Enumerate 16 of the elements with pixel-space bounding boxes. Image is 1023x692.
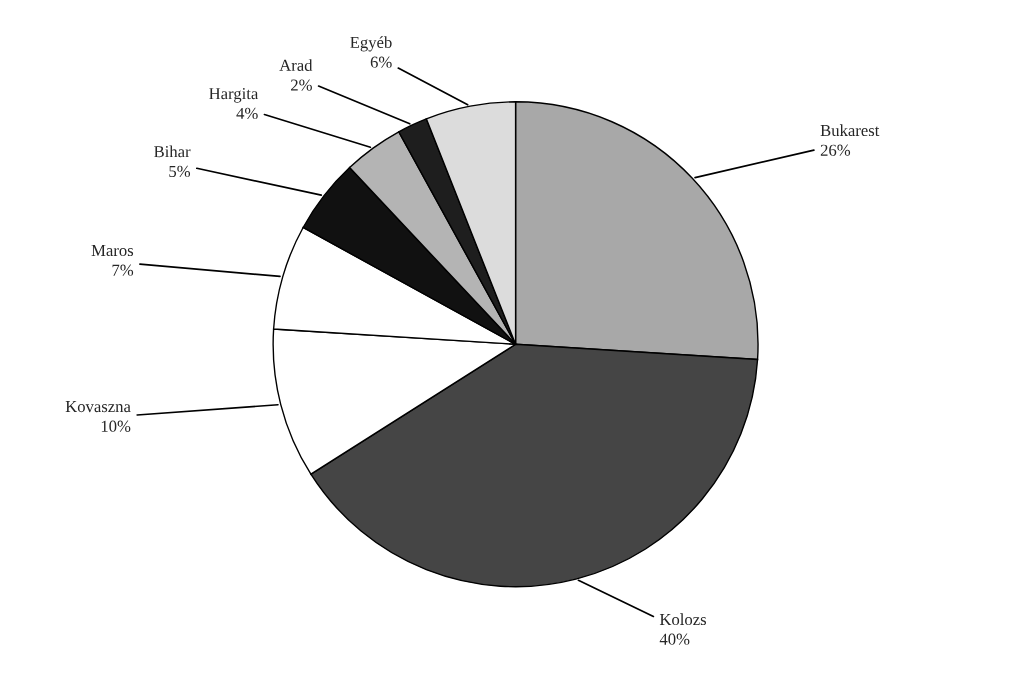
data-label: 7% — [112, 264, 134, 276]
slice-label: Bihar — [154, 145, 191, 158]
data-label: 26% — [820, 144, 851, 156]
data-label: 5% — [169, 165, 191, 178]
data-label: 40% — [659, 633, 690, 645]
slice-label: Bukarest — [820, 124, 880, 137]
slice-label: Maros — [91, 244, 134, 257]
slice-label: Hargita — [209, 88, 259, 103]
data-label: 2% — [291, 79, 312, 91]
slice-label: Kovaszna — [65, 401, 131, 413]
data-label: 10% — [101, 420, 131, 432]
data-label: 6% — [370, 56, 392, 68]
slice-label: Kolozs — [659, 613, 707, 626]
slice-label: Egyéb — [350, 36, 392, 52]
data-label: 4% — [236, 107, 258, 120]
slice-label: Arad — [279, 59, 313, 71]
